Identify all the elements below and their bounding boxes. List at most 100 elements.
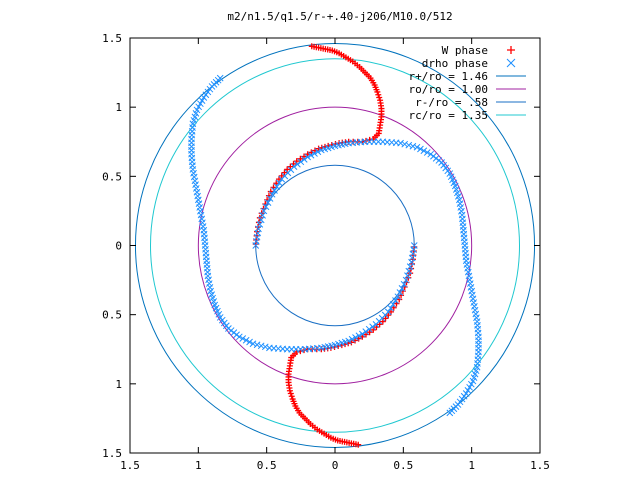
point-drho xyxy=(410,242,418,249)
point-drho xyxy=(304,153,312,161)
point-drho xyxy=(278,175,286,183)
y-tick-label: 0.5 xyxy=(102,309,122,322)
point-drho xyxy=(352,334,359,341)
point-drho xyxy=(260,207,268,215)
legend-label: r-/ro = .58 xyxy=(415,96,488,109)
legend-marker-plus xyxy=(507,46,515,54)
point-drho xyxy=(242,336,250,344)
point-drho xyxy=(409,142,417,150)
point-drho xyxy=(456,398,464,406)
point-drho xyxy=(446,170,454,177)
y-tick-label: 1.5 xyxy=(102,447,122,460)
point-w xyxy=(275,176,282,183)
chart-title: m2/n1.5/q1.5/r-+.40-j206/M10.0/512 xyxy=(227,10,452,23)
point-w xyxy=(374,88,381,95)
legend-label: ro/ro = 1.00 xyxy=(409,83,488,96)
x-tick-label: 0.5 xyxy=(393,459,413,472)
point-w xyxy=(273,180,280,187)
legend-label: W phase xyxy=(442,44,488,57)
point-drho xyxy=(317,146,325,154)
point-drho xyxy=(206,85,214,93)
axis-ticks: 1.5 1 0.5 0 0.5 1 1.51.510.500.511.5 xyxy=(102,32,550,472)
point-w xyxy=(284,166,291,173)
point-drho xyxy=(204,88,212,96)
point-drho xyxy=(402,276,410,284)
x-tick-label: 0.5 xyxy=(257,459,277,472)
point-drho xyxy=(235,333,243,341)
point-drho xyxy=(216,314,224,321)
point-w xyxy=(376,94,383,101)
circle-1 xyxy=(197,106,473,385)
point-w xyxy=(288,393,295,400)
y-tick-label: 1.5 xyxy=(102,32,122,45)
point-drho xyxy=(420,147,428,155)
x-tick-label: 0 xyxy=(332,459,339,472)
point-drho xyxy=(398,285,406,292)
point-drho xyxy=(314,148,322,156)
point-drho xyxy=(362,328,370,335)
series-0 xyxy=(252,43,418,448)
point-drho xyxy=(266,195,274,202)
point-drho xyxy=(460,392,468,400)
point-drho xyxy=(200,94,208,101)
point-drho xyxy=(257,216,265,224)
point-w xyxy=(388,308,395,315)
x-tick-label: 1 xyxy=(468,459,475,472)
point-w xyxy=(385,312,392,319)
point-drho xyxy=(294,160,301,168)
legend-label: drho phase xyxy=(422,57,488,70)
point-drho xyxy=(400,280,408,288)
series-1 xyxy=(188,74,482,417)
point-drho xyxy=(413,143,421,151)
point-drho xyxy=(401,140,409,148)
point-w xyxy=(375,91,382,98)
x-tick-label: 1.5 xyxy=(120,459,140,472)
point-drho xyxy=(345,337,353,345)
point-w xyxy=(281,169,288,176)
point-drho xyxy=(264,199,272,206)
point-drho xyxy=(208,83,216,90)
point-drho xyxy=(202,91,210,99)
circle-3 xyxy=(150,58,520,433)
y-tick-label: 0 xyxy=(115,240,122,253)
point-drho xyxy=(369,323,376,331)
point-drho xyxy=(423,149,431,156)
point-drho xyxy=(259,212,266,219)
point-drho xyxy=(467,380,475,388)
point-w xyxy=(382,315,389,322)
point-drho xyxy=(257,342,265,350)
point-drho xyxy=(406,263,414,270)
point-w xyxy=(289,396,296,403)
point-drho xyxy=(365,325,373,333)
point-drho xyxy=(261,343,269,351)
point-drho xyxy=(444,167,452,175)
point-drho xyxy=(358,330,366,338)
point-drho xyxy=(197,100,204,108)
point-drho xyxy=(392,297,399,304)
y-tick-label: 1 xyxy=(115,101,122,114)
point-drho xyxy=(198,97,206,104)
point-drho xyxy=(249,340,257,348)
point-drho xyxy=(307,151,315,159)
point-drho xyxy=(218,316,226,324)
point-drho xyxy=(355,332,363,340)
point-drho xyxy=(454,401,462,408)
x-tick-label: 1 xyxy=(195,459,202,472)
point-drho xyxy=(262,203,270,211)
point-drho xyxy=(256,221,264,228)
point-drho xyxy=(462,390,470,397)
point-drho xyxy=(466,383,473,391)
point-drho xyxy=(300,156,308,163)
point-w xyxy=(278,172,285,179)
point-w xyxy=(287,390,294,397)
point-drho xyxy=(348,335,356,343)
point-w xyxy=(390,304,397,311)
point-drho xyxy=(442,164,450,172)
point-drho xyxy=(405,141,413,149)
point-drho xyxy=(273,183,281,191)
y-tick-label: 1 xyxy=(115,378,122,391)
point-drho xyxy=(252,242,260,249)
legend-label: rc/ro = 1.35 xyxy=(409,109,488,122)
